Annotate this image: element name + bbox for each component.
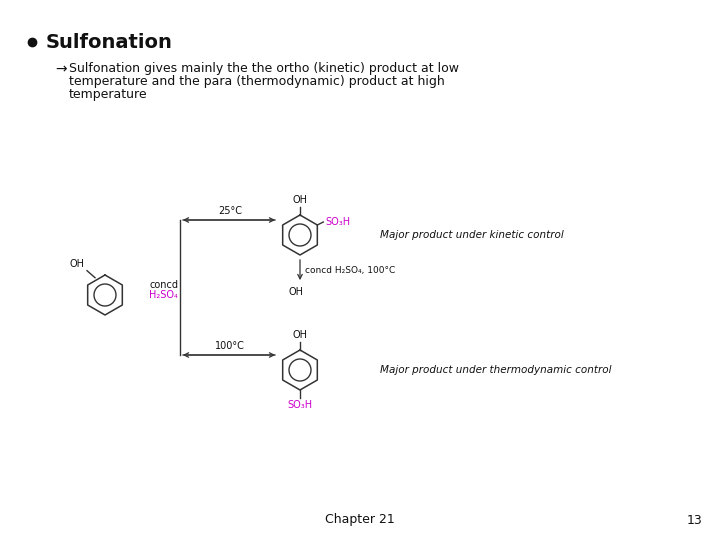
Text: SO₃H: SO₃H <box>325 217 351 227</box>
Text: Chapter 21: Chapter 21 <box>325 514 395 526</box>
Text: concd: concd <box>149 280 178 290</box>
Text: OH: OH <box>292 195 307 205</box>
Text: Sulfonation: Sulfonation <box>46 32 173 51</box>
Text: 25°C: 25°C <box>218 206 242 216</box>
Text: 100°C: 100°C <box>215 341 245 351</box>
Text: OH: OH <box>292 330 307 340</box>
Text: temperature: temperature <box>69 88 148 101</box>
Text: OH: OH <box>70 259 85 269</box>
Text: concd H₂SO₄, 100°C: concd H₂SO₄, 100°C <box>305 266 395 274</box>
Text: 13: 13 <box>687 514 703 526</box>
Text: →: → <box>55 62 67 76</box>
Text: Sulfonation gives mainly the the ortho (kinetic) product at low: Sulfonation gives mainly the the ortho (… <box>69 62 459 75</box>
Text: H₂SO₄: H₂SO₄ <box>149 290 178 300</box>
Text: SO₃H: SO₃H <box>287 400 312 410</box>
Text: temperature and the para (thermodynamic) product at high: temperature and the para (thermodynamic)… <box>69 75 445 88</box>
Text: Major product under kinetic control: Major product under kinetic control <box>380 230 564 240</box>
Text: OH: OH <box>289 287 304 297</box>
Text: Major product under thermodynamic control: Major product under thermodynamic contro… <box>380 365 611 375</box>
